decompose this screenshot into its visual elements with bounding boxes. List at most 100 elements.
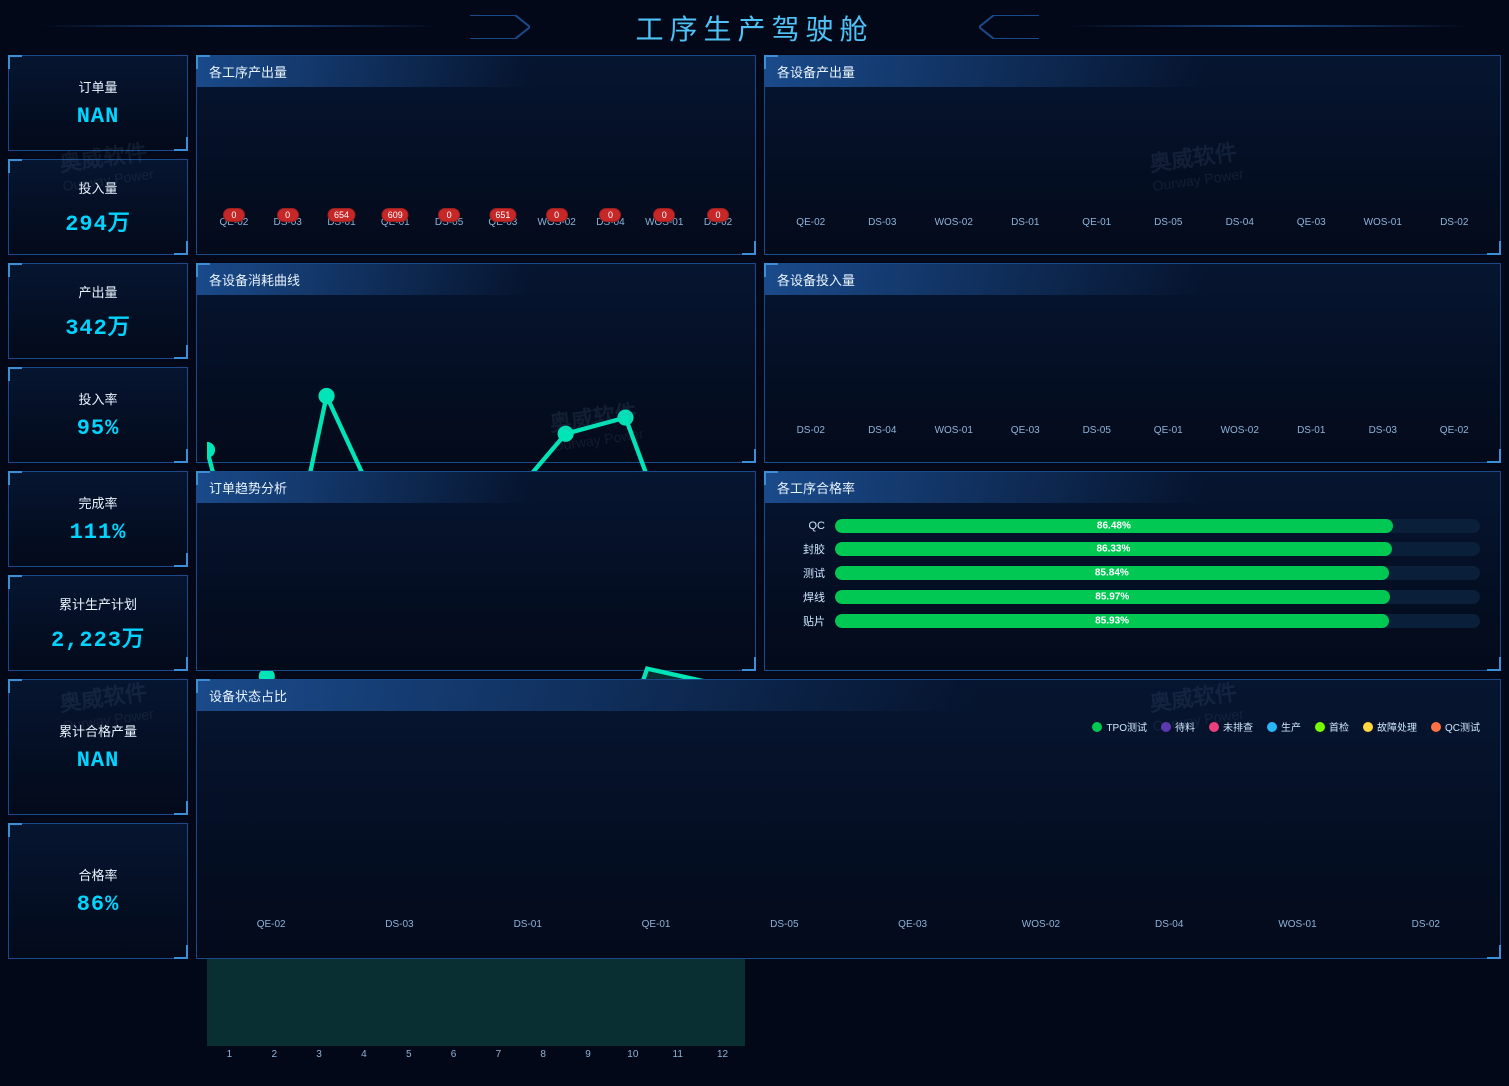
header-bracket-left — [470, 15, 530, 39]
hbar-row: 封胶 86.33% — [785, 541, 1480, 557]
axis-label: WOS-01 — [1233, 919, 1361, 930]
legend-label: TPO测试 — [1106, 719, 1147, 734]
main-grid: 订单量 NAN 投入量 294万 各工序产出量 0065460906510000… — [0, 55, 1509, 967]
hbar-fill: 85.84% — [835, 566, 1389, 580]
bar-group: 0 — [207, 208, 261, 214]
hbar-row: 焊线 85.97% — [785, 589, 1480, 605]
axis-label: 4 — [341, 1049, 386, 1060]
axis-label: QE-01 — [592, 919, 720, 930]
legend-item: 生产 — [1267, 719, 1301, 734]
kpi-value: 294万 — [65, 205, 131, 237]
axis-label: WOS-02 — [918, 217, 990, 228]
hbar-text: 85.97% — [1095, 592, 1129, 603]
kpi-col-1: 订单量 NAN 投入量 294万 — [8, 55, 188, 255]
panel-equip-input: 各设备投入量 DS-02DS-04WOS-01QE-03DS-05QE-01WO… — [764, 263, 1501, 463]
legend: TPO测试待料未排查生产首检故障处理QC测试 — [207, 715, 1490, 738]
hbar-text: 85.84% — [1095, 568, 1129, 579]
kpi-label: 累计合格产量 — [59, 721, 137, 740]
hbar-label: 贴片 — [785, 613, 825, 629]
axis-label: 2 — [252, 1049, 297, 1060]
panel-process-output: 各工序产出量 0065460906510000QE-02DS-03DS-01QE… — [196, 55, 756, 255]
legend-item: QC测试 — [1431, 719, 1480, 734]
axis-label: DS-05 — [1061, 425, 1133, 436]
kpi-label: 完成率 — [78, 493, 117, 512]
panel-title: 各工序产出量 — [197, 56, 755, 87]
axis-label: QE-02 — [207, 919, 335, 930]
legend-item: 未排查 — [1209, 719, 1253, 734]
value-badge: 0 — [223, 208, 245, 222]
axis-label: QE-02 — [775, 217, 847, 228]
legend-item: TPO测试 — [1092, 719, 1147, 734]
data-point — [558, 426, 574, 442]
hbar-fill: 86.48% — [835, 519, 1393, 533]
kpi-col-4: 累计合格产量 NAN 合格率 86% — [8, 679, 188, 959]
header-line-left — [40, 25, 440, 27]
axis-label: QE-03 — [1276, 217, 1348, 228]
axis-label: DS-01 — [1276, 425, 1348, 436]
kpi-value: 2,223万 — [51, 621, 145, 653]
axis-label: DS-02 — [1362, 919, 1490, 930]
value-badge: 609 — [382, 208, 409, 222]
kpi-value: NAN — [77, 104, 120, 129]
hbar-track: 85.84% — [835, 566, 1480, 580]
kpi-value: 111% — [70, 520, 127, 545]
axis-label: QE-02 — [1419, 425, 1491, 436]
legend-dot — [1209, 722, 1219, 732]
legend-label: 首检 — [1329, 719, 1349, 734]
kpi-col-2: 产出量 342万 投入率 95% — [8, 263, 188, 463]
value-badge: 0 — [277, 208, 299, 222]
kpi-label: 合格率 — [78, 865, 117, 884]
hbar-track: 85.97% — [835, 590, 1480, 604]
axis-label: 11 — [655, 1049, 700, 1060]
panel-title: 各工序合格率 — [765, 472, 1500, 503]
panel-body: QE-02DS-03WOS-02DS-01QE-01DS-05DS-04QE-0… — [765, 87, 1500, 254]
hbar-track: 86.33% — [835, 542, 1480, 556]
legend-dot — [1431, 722, 1441, 732]
axis-label: DS-05 — [1133, 217, 1205, 228]
kpi-qualified: 累计合格产量 NAN — [8, 679, 188, 815]
panel-title: 各设备产出量 — [765, 56, 1500, 87]
legend-label: QC测试 — [1445, 719, 1480, 734]
panel-pass-rate: 各工序合格率 QC 86.48% 封胶 86.33% 测试 85.84% 焊线 … — [764, 471, 1501, 671]
kpi-plan: 累计生产计划 2,223万 — [8, 575, 188, 671]
legend-item: 首检 — [1315, 719, 1349, 734]
panel-equip-output: 各设备产出量 QE-02DS-03WOS-02DS-01QE-01DS-05DS… — [764, 55, 1501, 255]
header-line-right — [1069, 25, 1469, 27]
hbar-label: QC — [785, 520, 825, 532]
legend-dot — [1161, 722, 1171, 732]
axis-label: 9 — [566, 1049, 611, 1060]
bar-group: 609 — [368, 208, 422, 214]
hbar-track: 85.93% — [835, 614, 1480, 628]
hbar-label: 封胶 — [785, 541, 825, 557]
axis-label: WOS-02 — [977, 919, 1105, 930]
hbar-row: QC 86.48% — [785, 519, 1480, 533]
panel-body: TPO测试待料未排查生产首检故障处理QC测试QE-02DS-03DS-01QE-… — [197, 711, 1500, 958]
axis-label: 5 — [386, 1049, 431, 1060]
axis-label: DS-04 — [1204, 217, 1276, 228]
data-point — [617, 409, 633, 425]
panel-title: 各设备投入量 — [765, 264, 1500, 295]
axis-label: 1 — [207, 1049, 252, 1060]
hbar-fill: 85.97% — [835, 590, 1390, 604]
hbar-fill: 85.93% — [835, 614, 1389, 628]
bar-group: 0 — [691, 208, 745, 214]
bar-group: 0 — [261, 208, 315, 214]
axis-label: 12 — [700, 1049, 745, 1060]
header: 工序生产驾驶舱 — [0, 0, 1509, 55]
axis-label: QE-01 — [1061, 217, 1133, 228]
hbar-row: 测试 85.84% — [785, 565, 1480, 581]
panel-status-ratio: 设备状态占比 TPO测试待料未排查生产首检故障处理QC测试QE-02DS-03D… — [196, 679, 1501, 959]
panel-body: DS-02DS-04WOS-01QE-03DS-05QE-01WOS-02DS-… — [765, 295, 1500, 462]
hbar-text: 86.33% — [1096, 544, 1130, 555]
axis-label: WOS-01 — [918, 425, 990, 436]
hbar-text: 85.93% — [1095, 616, 1129, 627]
kpi-col-3: 完成率 111% 累计生产计划 2,223万 — [8, 471, 188, 671]
page-title: 工序生产驾驶舱 — [635, 8, 873, 48]
hbar-label: 测试 — [785, 565, 825, 581]
bar-group: 0 — [637, 208, 691, 214]
legend-label: 未排查 — [1223, 719, 1253, 734]
axis-label: 10 — [610, 1049, 655, 1060]
kpi-input-rate: 投入率 95% — [8, 367, 188, 463]
panel-order-trend: 订单趋势分析 123456789101112 — [196, 471, 756, 671]
kpi-label: 订单量 — [78, 77, 117, 96]
